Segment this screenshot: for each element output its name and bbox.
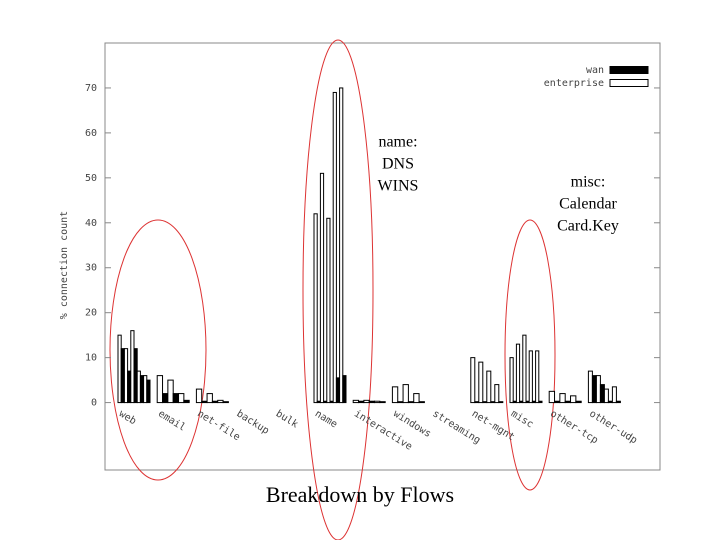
bar	[515, 343, 521, 404]
bar	[156, 375, 164, 404]
bar	[490, 401, 496, 404]
bar	[575, 400, 582, 404]
bar	[564, 400, 572, 404]
bar	[607, 400, 613, 404]
annotation-name: name: DNS WINS	[378, 134, 419, 195]
bar	[418, 401, 425, 404]
annotation-misc: misc: Calendar Card.Key	[557, 174, 619, 235]
annotation-line: DNS	[382, 156, 414, 173]
y-tick-label: 10	[85, 353, 97, 364]
y-tick-label: 0	[91, 398, 97, 409]
highlight-ellipse	[504, 219, 556, 491]
annotation-line: Card.Key	[557, 218, 619, 235]
bar	[538, 400, 543, 404]
legend-label: enterprise	[544, 78, 604, 89]
bar	[358, 400, 365, 404]
x-tick-label: name	[313, 408, 339, 430]
bar	[195, 388, 203, 404]
bar	[402, 384, 409, 404]
bar	[374, 400, 381, 404]
y-axis-label: % connection count	[59, 211, 70, 319]
legend-label: wan	[586, 65, 604, 76]
bar	[587, 370, 593, 404]
bar	[313, 213, 318, 404]
bar	[342, 375, 347, 404]
bar	[470, 357, 476, 404]
highlight-ellipse	[302, 39, 374, 540]
bar	[379, 401, 386, 404]
bar	[548, 390, 556, 404]
bar	[554, 400, 561, 404]
bar	[494, 384, 500, 404]
bar	[595, 375, 601, 404]
bar	[407, 401, 415, 404]
y-tick-label: 30	[85, 263, 97, 274]
bar	[167, 379, 174, 404]
bar	[611, 386, 617, 404]
bar	[391, 386, 399, 404]
bar	[509, 357, 514, 404]
bar	[201, 400, 208, 404]
bar	[162, 393, 169, 404]
legend-swatch	[609, 66, 649, 74]
bar	[603, 388, 609, 404]
y-tick-label: 70	[85, 83, 97, 94]
bar	[211, 400, 219, 404]
bar	[206, 393, 213, 404]
bar	[222, 401, 229, 404]
bar	[591, 375, 597, 404]
bar	[319, 172, 325, 404]
bar	[368, 400, 376, 404]
x-tick-label: email	[156, 408, 187, 433]
bar	[535, 350, 540, 404]
bar	[559, 393, 566, 404]
x-tick-label: bulk	[274, 408, 300, 430]
bar	[339, 87, 344, 404]
bar	[363, 399, 370, 404]
bar	[482, 401, 488, 404]
x-tick-label: misc	[509, 408, 535, 430]
bar	[332, 91, 337, 404]
highlight-ellipse	[109, 219, 207, 481]
bar	[615, 400, 621, 404]
bar	[352, 399, 360, 404]
y-tick-label: 50	[85, 173, 97, 184]
bar	[217, 399, 224, 404]
bar	[178, 393, 185, 404]
bar	[146, 379, 151, 404]
bar	[599, 384, 605, 404]
y-tick-label: 40	[85, 218, 97, 229]
bar	[397, 401, 404, 404]
annotation-line: name:	[378, 134, 417, 151]
legend-swatch	[609, 79, 649, 87]
bar	[528, 350, 533, 404]
x-tick-label: web	[117, 408, 138, 427]
bar	[413, 393, 420, 404]
plot-frame	[104, 42, 661, 471]
annotation-line: WINS	[378, 178, 419, 195]
bar	[478, 361, 484, 404]
y-tick-label: 20	[85, 308, 97, 319]
bar	[183, 399, 190, 404]
y-tick-label: 60	[85, 128, 97, 139]
annotation-line: misc:	[571, 174, 606, 191]
bar	[486, 370, 492, 404]
bar	[498, 401, 504, 404]
bar	[522, 334, 527, 404]
bar	[474, 401, 480, 404]
bar	[172, 393, 180, 404]
annotation-line: Calendar	[559, 196, 617, 213]
bar	[570, 395, 577, 404]
caption: Breakdown by Flows	[266, 482, 454, 507]
bar	[326, 217, 331, 404]
x-tick-label: net-file	[195, 408, 242, 443]
